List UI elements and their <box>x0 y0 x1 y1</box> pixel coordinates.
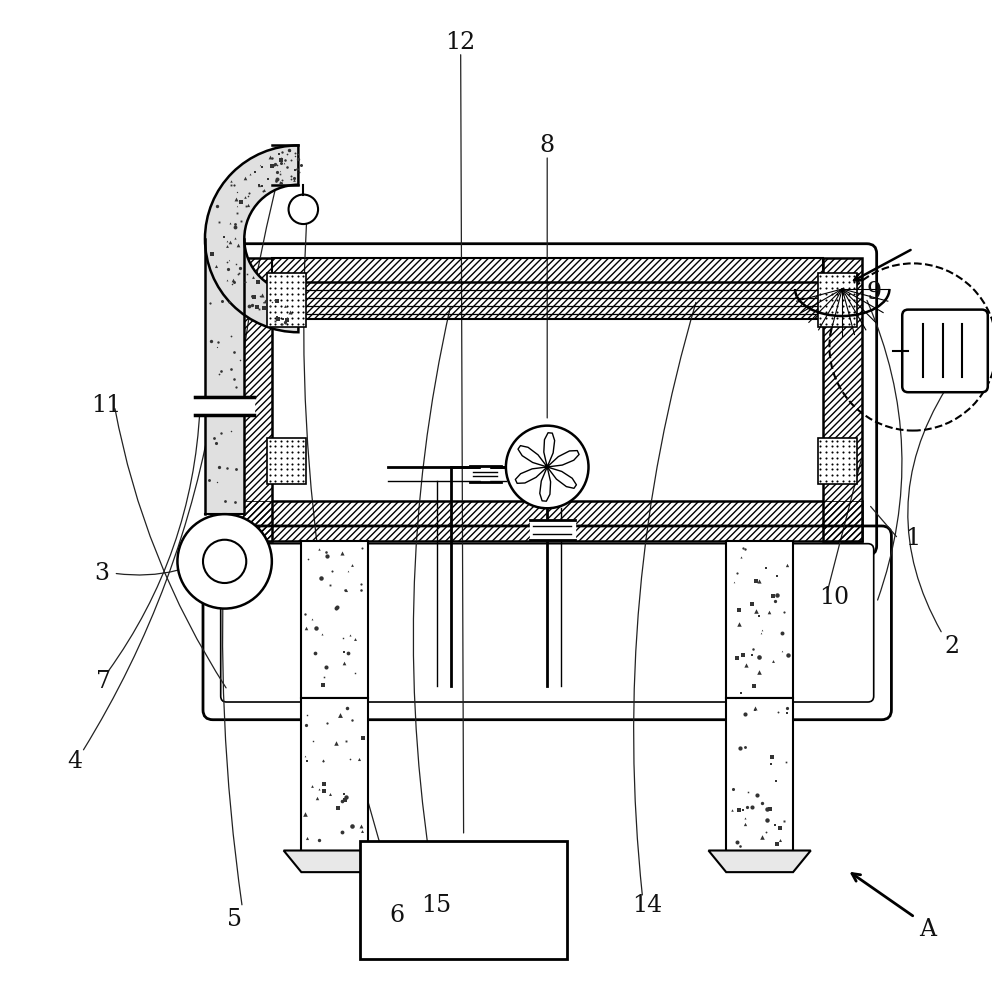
Bar <box>205 238 244 514</box>
Text: 15: 15 <box>421 894 451 917</box>
FancyBboxPatch shape <box>221 544 874 702</box>
Text: 9: 9 <box>866 282 881 305</box>
Bar <box>267 273 306 327</box>
Text: 6: 6 <box>389 904 404 927</box>
Bar <box>360 841 567 958</box>
Text: 5: 5 <box>227 908 242 931</box>
Wedge shape <box>205 145 298 332</box>
Bar <box>272 258 823 319</box>
Text: 2: 2 <box>945 636 960 659</box>
Bar <box>726 698 793 851</box>
Bar <box>301 698 368 851</box>
Circle shape <box>506 425 589 508</box>
Text: 4: 4 <box>68 751 83 773</box>
Text: 10: 10 <box>819 586 849 609</box>
Text: 11: 11 <box>91 395 122 417</box>
Polygon shape <box>708 851 811 872</box>
Bar <box>233 501 862 541</box>
Bar <box>233 258 272 541</box>
Circle shape <box>203 540 246 583</box>
Circle shape <box>289 195 318 225</box>
Text: 1: 1 <box>905 527 921 550</box>
FancyBboxPatch shape <box>218 243 877 556</box>
Polygon shape <box>284 851 386 872</box>
Bar <box>233 501 862 541</box>
Bar <box>301 541 368 698</box>
Text: 7: 7 <box>96 670 111 693</box>
Bar <box>823 258 862 541</box>
Circle shape <box>177 514 272 608</box>
Text: 3: 3 <box>94 562 109 584</box>
Bar <box>726 541 793 698</box>
Text: 14: 14 <box>632 894 663 917</box>
Bar <box>818 273 857 327</box>
Bar <box>233 258 272 541</box>
Text: 8: 8 <box>540 134 555 157</box>
Text: 12: 12 <box>446 31 476 53</box>
Bar <box>823 258 862 541</box>
Bar <box>272 145 298 185</box>
Bar <box>267 438 306 484</box>
Bar <box>272 258 823 319</box>
Bar <box>818 438 857 484</box>
Text: A: A <box>919 918 936 941</box>
FancyBboxPatch shape <box>902 310 988 393</box>
